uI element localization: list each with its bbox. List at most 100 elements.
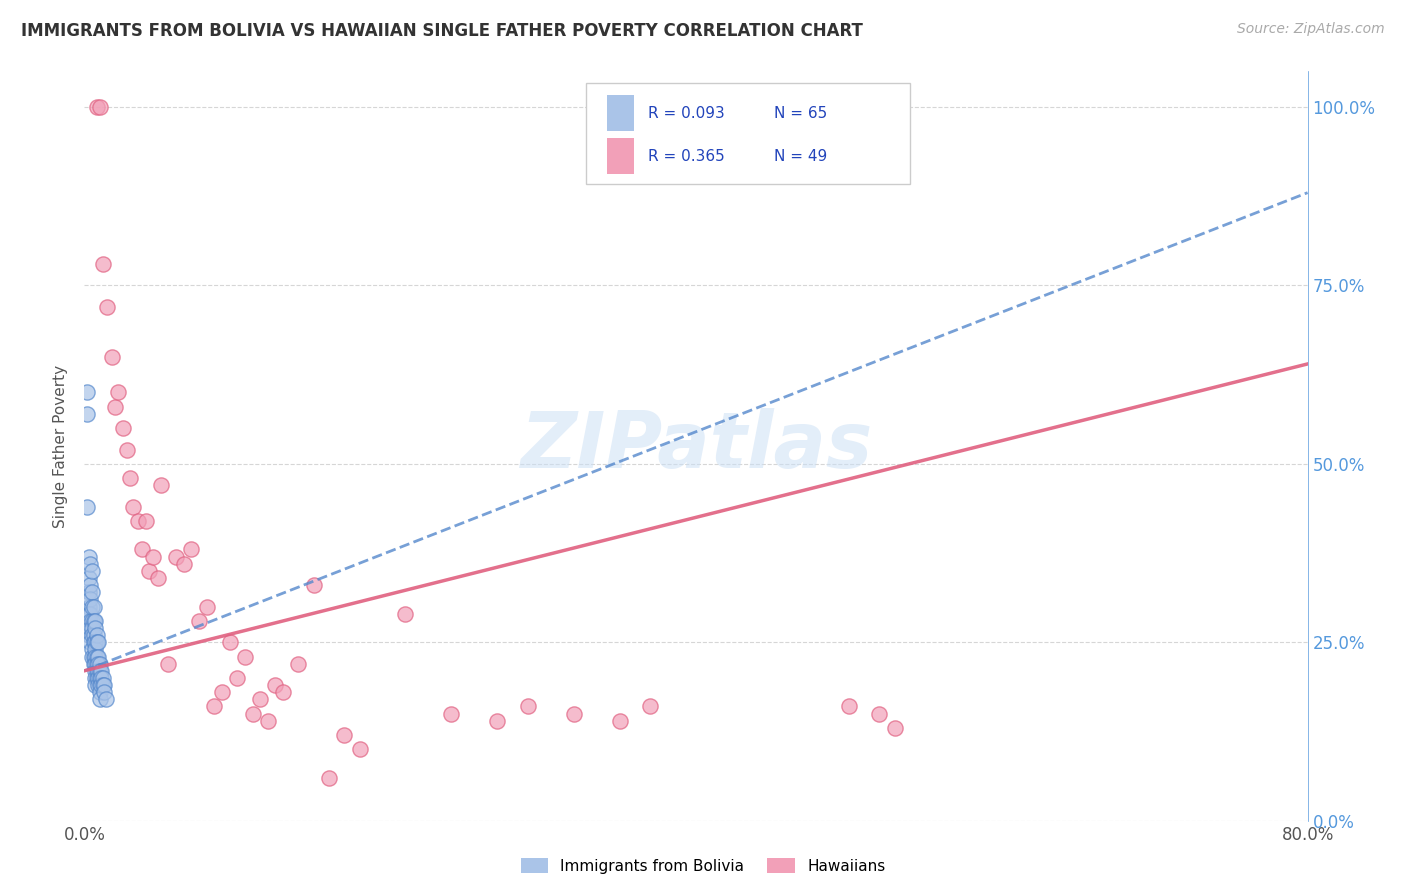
Point (271, 685, 294, 699)
Point (79, 614, 101, 628)
Point (440, 706, 463, 721)
Point (115, 442, 138, 457)
Point (77, 585, 100, 599)
Point (94, 692, 117, 706)
Point (89, 685, 111, 699)
Point (84, 664, 107, 678)
Point (218, 635, 240, 649)
Point (87, 635, 110, 649)
Point (146, 571, 169, 585)
Point (127, 514, 149, 528)
Y-axis label: Single Father Poverty: Single Father Poverty (53, 365, 69, 527)
Point (86, 649, 108, 664)
Point (77, 549, 100, 564)
Point (87, 671, 110, 685)
Point (91, 678, 114, 692)
Point (79, 592, 101, 607)
Point (79, 635, 101, 649)
Point (84, 649, 107, 664)
Point (86, 635, 108, 649)
Point (79, 557, 101, 571)
Point (869, 706, 891, 721)
Point (91, 257, 114, 271)
Point (883, 721, 905, 735)
Point (173, 557, 195, 571)
Point (302, 578, 325, 592)
Point (101, 350, 124, 364)
Point (249, 692, 271, 706)
Point (149, 478, 172, 492)
Text: R = 0.093: R = 0.093 (648, 106, 725, 120)
Point (838, 699, 860, 714)
Point (79, 621, 101, 635)
Point (79, 578, 101, 592)
Point (84, 657, 107, 671)
Point (86, 657, 108, 671)
Point (157, 657, 180, 671)
Point (90, 664, 112, 678)
Text: IMMIGRANTS FROM BOLIVIA VS HAWAIIAN SINGLE FATHER POVERTY CORRELATION CHART: IMMIGRANTS FROM BOLIVIA VS HAWAIIAN SING… (21, 22, 863, 40)
Point (93, 678, 115, 692)
Point (287, 657, 309, 671)
Legend: Immigrants from Bolivia, Hawaiians: Immigrants from Bolivia, Hawaiians (515, 852, 891, 880)
Point (83, 635, 105, 649)
Point (80, 642, 103, 657)
Point (394, 607, 416, 621)
Point (89, 678, 111, 692)
Bar (606, 138, 634, 175)
Point (211, 685, 233, 699)
Point (318, 771, 340, 785)
FancyBboxPatch shape (586, 83, 910, 184)
Point (83, 628, 105, 642)
Point (86, 100, 108, 114)
Point (242, 706, 264, 721)
Point (562, 706, 585, 721)
Point (76, 500, 98, 514)
Point (486, 714, 509, 728)
Point (131, 542, 153, 557)
Point (180, 542, 202, 557)
Point (84, 671, 107, 685)
Point (87, 657, 110, 671)
Text: N = 49: N = 49 (775, 149, 828, 164)
Point (233, 649, 256, 664)
Point (84, 635, 107, 649)
Point (111, 421, 134, 435)
Point (89, 664, 111, 678)
Point (138, 564, 160, 578)
Point (107, 385, 129, 400)
Point (89, 100, 111, 114)
Point (87, 678, 110, 692)
Point (609, 714, 631, 728)
Point (93, 685, 115, 699)
Point (188, 614, 211, 628)
Point (257, 714, 280, 728)
Point (87, 664, 110, 678)
Point (96, 300, 118, 314)
Point (120, 471, 142, 485)
Point (90, 678, 112, 692)
Point (80, 614, 103, 628)
Point (80, 628, 103, 642)
Text: ZIPatlas: ZIPatlas (520, 408, 872, 484)
Point (516, 699, 538, 714)
Point (165, 549, 187, 564)
Point (89, 692, 111, 706)
Point (86, 664, 108, 678)
Text: R = 0.365: R = 0.365 (648, 149, 725, 164)
Point (86, 671, 108, 685)
Point (83, 614, 105, 628)
Point (84, 621, 107, 635)
Point (83, 657, 105, 671)
Point (77, 628, 100, 642)
Point (122, 500, 145, 514)
Point (76, 407, 98, 421)
Point (80, 599, 103, 614)
Point (79, 607, 101, 621)
Point (77, 571, 100, 585)
Point (135, 514, 157, 528)
Point (202, 699, 225, 714)
Text: Source: ZipAtlas.com: Source: ZipAtlas.com (1237, 22, 1385, 37)
Point (84, 642, 107, 657)
Point (91, 671, 114, 685)
